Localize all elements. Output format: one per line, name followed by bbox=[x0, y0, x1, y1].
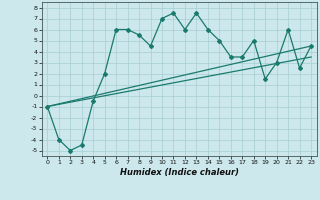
X-axis label: Humidex (Indice chaleur): Humidex (Indice chaleur) bbox=[120, 168, 239, 177]
